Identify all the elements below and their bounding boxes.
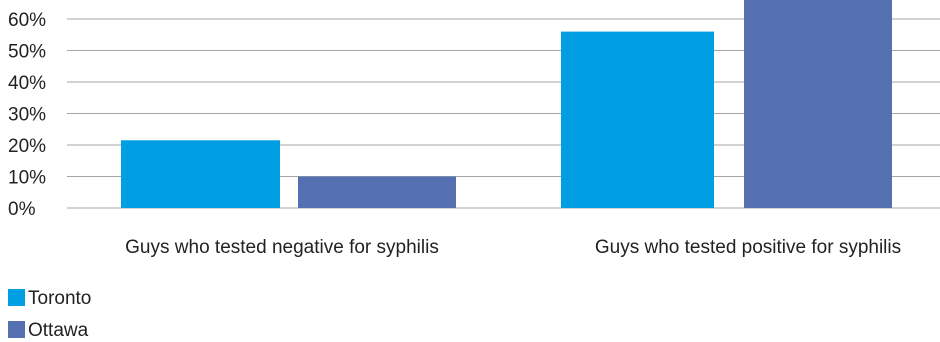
legend-swatch-toronto	[8, 289, 25, 306]
bar-toronto-2	[561, 31, 714, 208]
bar-ottawa-2	[744, 0, 892, 208]
category-label: Guys who tested positive for syphilis	[595, 237, 901, 258]
legend-swatch-ottawa	[8, 321, 25, 338]
bar-toronto-1	[121, 140, 280, 208]
y-tick-label: 0%	[8, 199, 36, 220]
y-tick-label: 60%	[8, 10, 46, 31]
y-tick-label: 10%	[8, 168, 46, 189]
y-tick-label: 50%	[8, 42, 46, 63]
bars	[121, 0, 892, 208]
category-label: Guys who tested negative for syphilis	[125, 237, 439, 258]
y-tick-label: 40%	[8, 73, 46, 94]
x-axis-category-labels: Guys who tested negative for syphilis Guy…	[125, 237, 901, 258]
legend: Toronto Ottawa	[8, 288, 91, 341]
bar-ottawa-1	[298, 176, 456, 208]
y-tick-label: 20%	[8, 136, 46, 157]
legend-label-toronto: Toronto	[28, 288, 91, 309]
legend-label-ottawa: Ottawa	[28, 320, 89, 341]
y-axis-tick-labels: 0% 10% 20% 30% 40% 50% 60%	[8, 10, 46, 220]
y-tick-label: 30%	[8, 105, 46, 126]
